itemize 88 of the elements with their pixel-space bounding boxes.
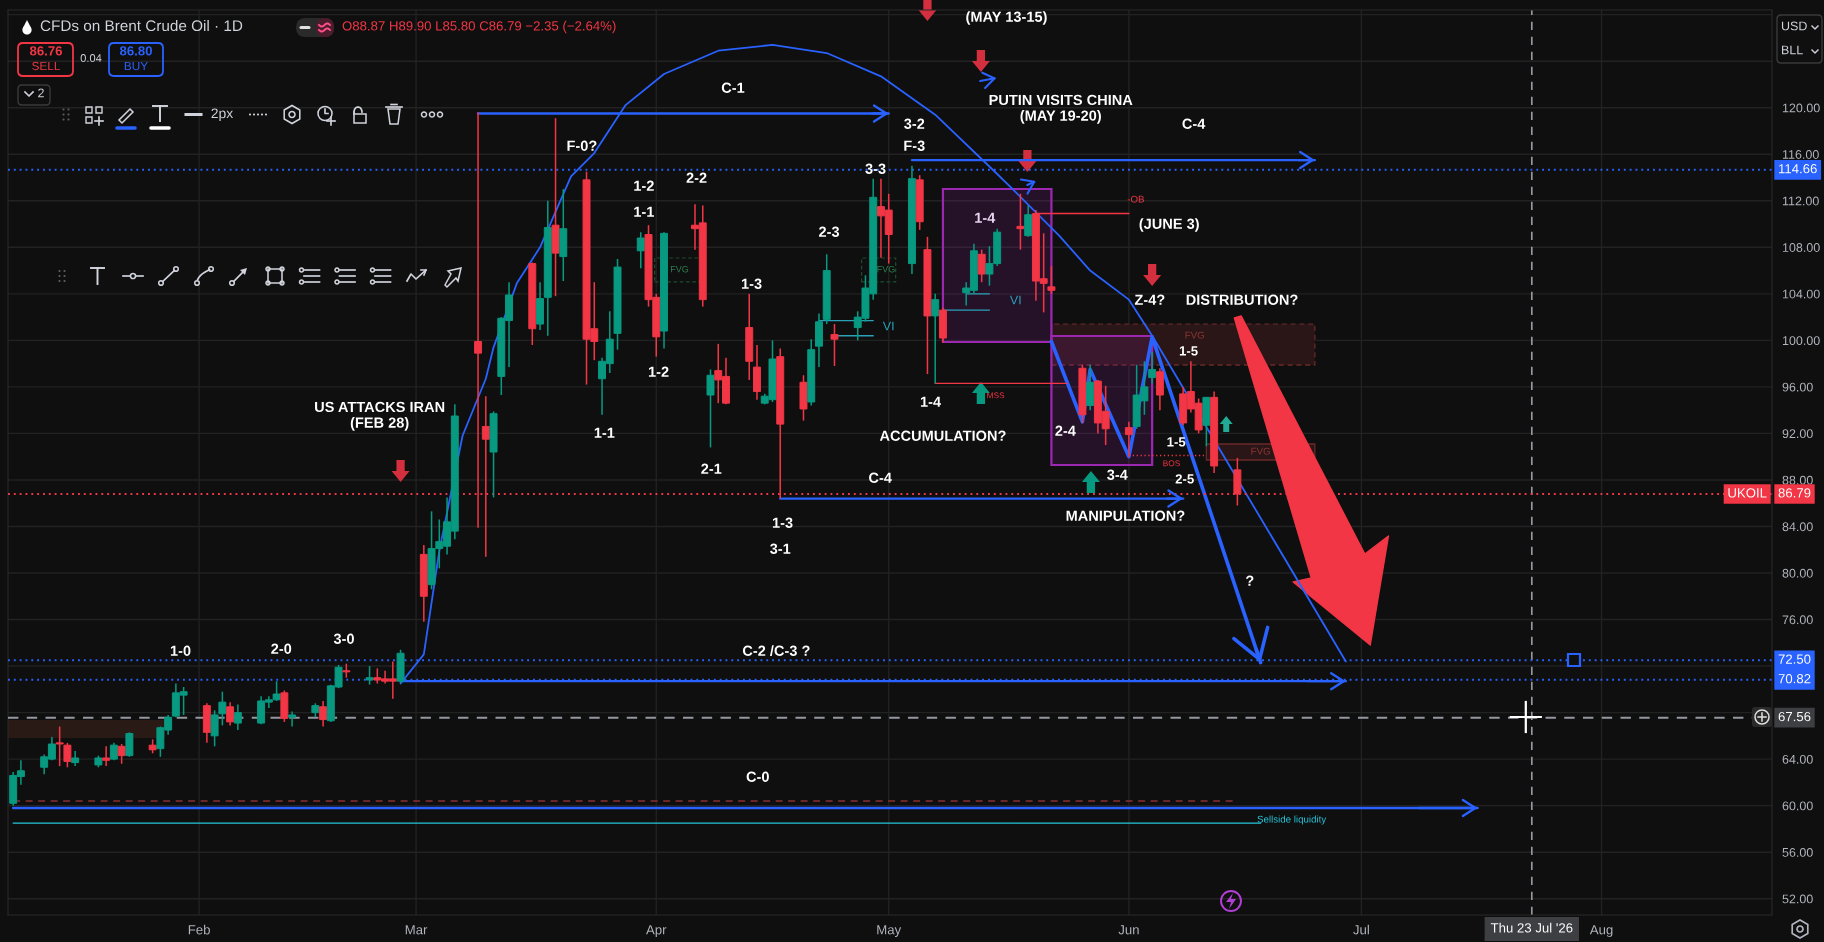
- annotation: 1-5: [1179, 346, 1198, 356]
- annotation: FVG: [670, 266, 689, 273]
- annotation: 2-1: [701, 463, 722, 474]
- annotation: -OB: [1127, 195, 1144, 203]
- annotation: 1-0: [170, 645, 191, 656]
- annotation: 2-4: [1055, 425, 1076, 436]
- annotation: 1-2: [634, 180, 654, 191]
- annotation: 3-4: [1107, 469, 1128, 480]
- ref-line-label: UKOIL 86.79: [1728, 488, 1811, 498]
- annotation: 1-4: [975, 212, 996, 223]
- annotation: 2-3: [819, 226, 840, 237]
- annotation: 3-1: [770, 543, 791, 554]
- annotation: US ATTACKS IRAN (FEB 28): [315, 401, 445, 431]
- annotation: ?: [1245, 575, 1254, 586]
- annotation: 0.04: [80, 54, 102, 62]
- annotation: 1-5: [1167, 437, 1186, 447]
- annotation: C-4: [1182, 118, 1206, 129]
- y-tick-label: 100.00: [1782, 336, 1820, 346]
- annotation: F-3: [904, 140, 925, 151]
- ref-line-label: 114.66: [1779, 164, 1817, 174]
- annotation: 2px: [211, 108, 234, 121]
- y-tick-label: 104.00: [1782, 289, 1820, 299]
- x-tick-label: Aug: [1589, 925, 1613, 938]
- annotation: 2: [38, 88, 44, 98]
- y-tick-label: 76.00: [1782, 615, 1813, 625]
- annotation: (MAY 13-15): [966, 11, 1047, 25]
- x-tick-label: Feb: [188, 924, 210, 935]
- annotation: MSS: [987, 392, 1005, 399]
- x-tick-label: May: [877, 925, 902, 938]
- y-tick-label: 64.00: [1782, 754, 1813, 764]
- y-tick-label: 116.00: [1782, 150, 1819, 159]
- annotation: 1-3: [741, 278, 762, 289]
- annotation: ACCUMULATION?: [879, 430, 1006, 441]
- y-tick-label: 92.00: [1782, 429, 1813, 439]
- annotation: 86.80: [119, 46, 152, 56]
- annotation: Sellside liquidity: [1257, 815, 1327, 825]
- annotation: Z-4?: [1134, 294, 1165, 305]
- y-tick-label: 84.00: [1782, 522, 1813, 532]
- annotation: 2-0: [271, 643, 292, 654]
- annotation: 2-2: [686, 172, 707, 183]
- annotation: (JUNE 3): [1139, 218, 1199, 232]
- annotation: PUTIN VISITS CHINA (MAY 19-20): [989, 94, 1133, 124]
- y-tick-label: 108.00: [1782, 243, 1820, 252]
- annotation: MANIPULATION?: [1066, 510, 1185, 521]
- annotation: C-4: [869, 472, 892, 483]
- ref-line-label: 67.56: [1778, 711, 1811, 722]
- annotation: VI: [882, 321, 894, 331]
- x-tick-label: Jul: [1353, 924, 1369, 935]
- y-tick-label: 56.00: [1782, 847, 1813, 857]
- x-tick-label: Jun: [1118, 925, 1139, 935]
- ref-line-label: 70.82: [1778, 673, 1811, 684]
- annotation: DISTRIBUTION?: [1186, 294, 1298, 305]
- y-tick-label: 52.00: [1782, 894, 1813, 904]
- annotation: 1-4: [920, 396, 942, 407]
- annotation: F-0?: [567, 140, 597, 151]
- x-tick-label: Apr: [646, 925, 667, 938]
- text: CFDs on Brent Crude Oil · 1D: [40, 19, 243, 32]
- annotation: 2-5: [1175, 474, 1194, 484]
- annotation: 3-3: [865, 163, 886, 174]
- y-tick-label: 112.00: [1782, 196, 1819, 206]
- annotation: 86.76: [29, 46, 63, 56]
- annotation: C-0: [746, 771, 769, 782]
- ref-line-label: Thu 23 Jul '26: [1490, 922, 1573, 933]
- annotation: 1-3: [772, 517, 793, 528]
- annotation: C-1: [721, 82, 745, 93]
- annotation: 3-0: [333, 633, 354, 644]
- text: O88.87 H89.90 L85.80 C86.79 −2.35 (−2.64%): [342, 20, 616, 34]
- annotation: SELL: [32, 61, 61, 71]
- y-tick-label: 88.00: [1782, 475, 1813, 485]
- annotation: VI: [1009, 295, 1021, 305]
- annotation: FVG: [877, 266, 895, 273]
- annotation: C-2 /C-3 ?: [742, 645, 810, 657]
- annotation: FVG: [1185, 331, 1205, 339]
- ref-line-label: 72.50: [1778, 654, 1811, 664]
- annotation: 1-1: [634, 206, 654, 217]
- annotation: BUY: [124, 61, 148, 71]
- y-tick-label: 60.00: [1782, 801, 1813, 811]
- y-tick-label: 80.00: [1782, 568, 1813, 578]
- y-tick-label: 120.00: [1782, 103, 1820, 113]
- annotation: BOS: [1163, 460, 1180, 467]
- y-tick-label: 96.00: [1782, 382, 1813, 392]
- annotation: FVG: [1251, 447, 1270, 455]
- text: BLL: [1782, 45, 1803, 55]
- annotation: 3-2: [904, 118, 925, 129]
- text: USD: [1781, 21, 1807, 31]
- annotation: 1-2: [648, 366, 669, 377]
- annotation: 1-1: [594, 427, 615, 438]
- x-tick-label: Mar: [405, 925, 428, 935]
